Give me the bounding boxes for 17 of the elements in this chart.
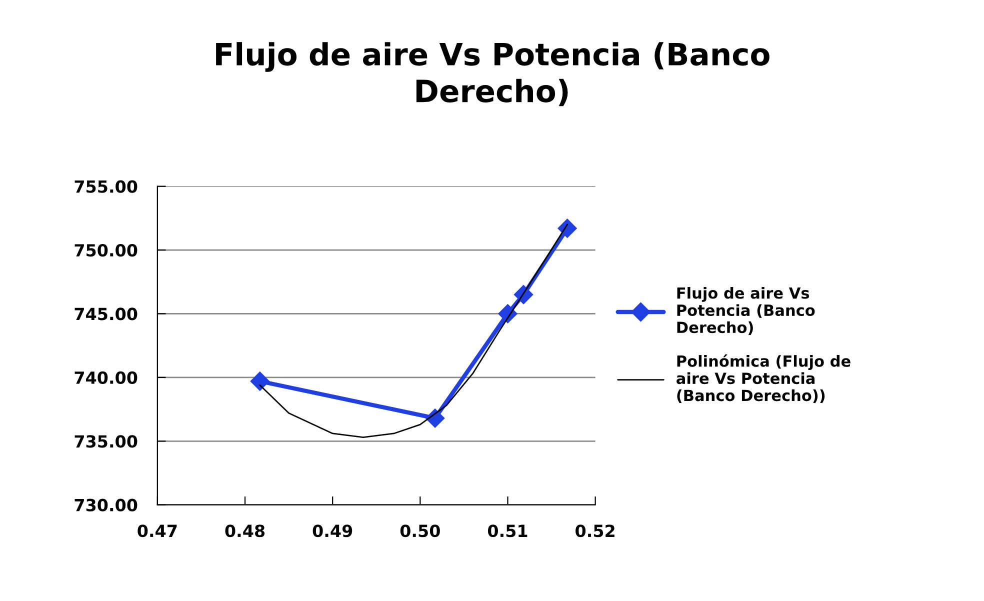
x-tick-label: 0.48 (225, 524, 265, 538)
y-tick-label: 740.00 (74, 371, 138, 384)
x-tick-label: 0.47 (138, 524, 177, 538)
legend-label: Flujo de aire Vs Potencia (Banco Derecho) (677, 286, 815, 335)
x-tick-label: 0.52 (576, 524, 614, 538)
y-tick-label: 735.00 (74, 435, 138, 448)
chart-title: Flujo de aire Vs Potencia (Banco Derecho) (216, 42, 770, 106)
legend-label: Polinómica (Flujo de aire Vs Potencia (Banco Derecho)) (676, 354, 850, 404)
y-tick-label: 750.00 (74, 244, 138, 257)
y-tick-label: 755.00 (74, 180, 138, 193)
y-tick-label: 745.00 (74, 308, 138, 320)
y-tick-label: 730.00 (74, 498, 138, 512)
point (250, 372, 270, 391)
x-tick-label: 0.51 (488, 524, 528, 538)
point (558, 218, 577, 238)
x-tick-label: 0.50 (400, 524, 440, 538)
x-tick-label: 0.49 (312, 524, 352, 538)
